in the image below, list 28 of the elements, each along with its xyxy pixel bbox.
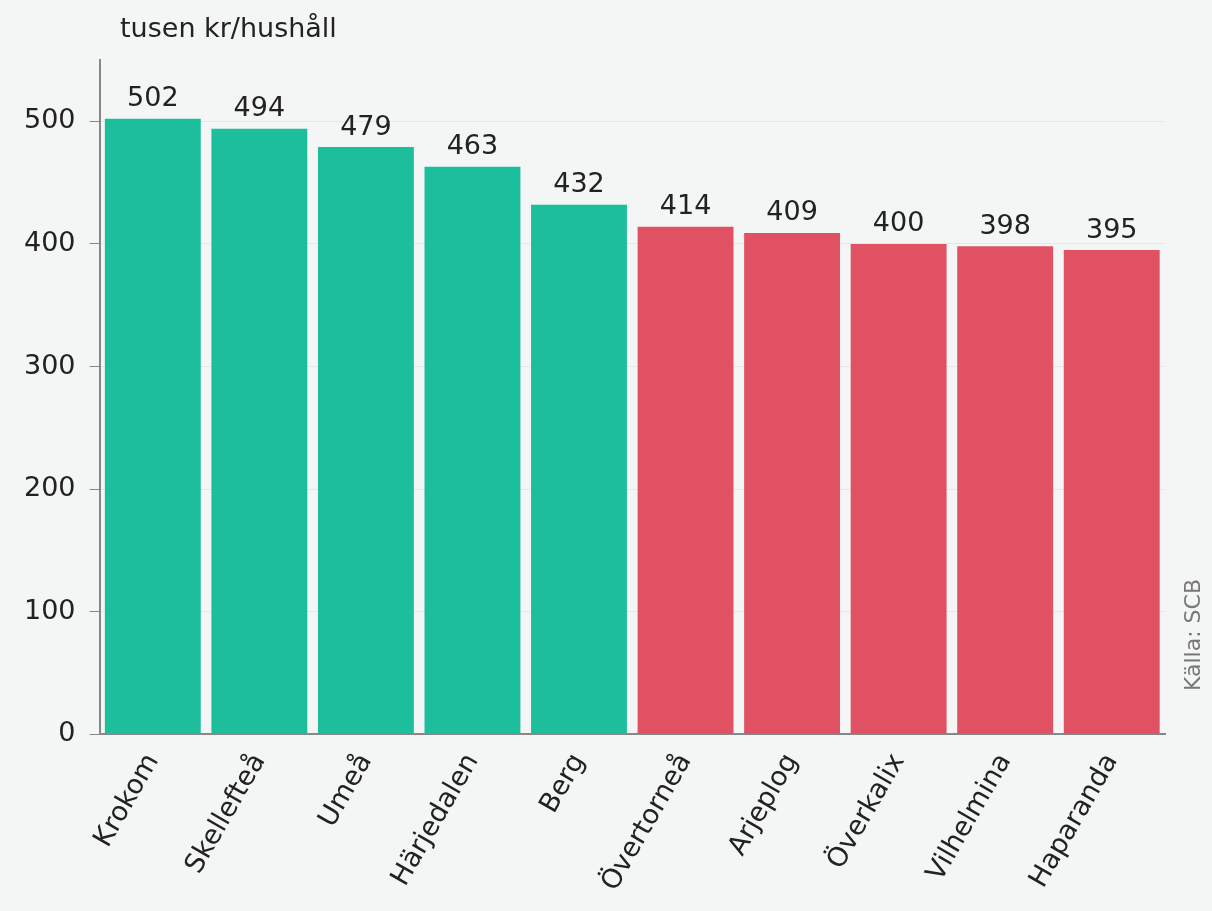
y-tick-label: 200 [23,471,76,503]
data-label: 502 [127,81,179,113]
data-label: 395 [1085,212,1138,244]
data-label: 400 [872,206,925,238]
data-label: 409 [766,195,818,227]
data-label: 398 [979,208,1031,240]
bar [637,226,734,734]
bar [317,147,414,734]
bar [424,166,521,734]
y-tick-label: 100 [23,593,76,625]
y-tick-label: 0 [58,716,76,748]
data-label: 414 [659,189,712,221]
text: Källa: SCB [1179,578,1205,692]
data-label: 479 [340,109,392,141]
y-tick-label: 300 [23,348,76,380]
bar [957,246,1054,734]
y-axis-title: tusen kr/hushåll [120,12,337,43]
bar [104,118,201,734]
bar [744,232,841,734]
bar [211,128,308,734]
bar [1063,250,1160,734]
y-tick-label: 400 [23,225,76,257]
data-label: 494 [233,91,286,123]
bar [531,204,627,734]
y-tick-label: 500 [23,103,76,135]
data-label: 432 [553,167,605,199]
bar [850,243,947,734]
data-label: 463 [446,129,499,161]
